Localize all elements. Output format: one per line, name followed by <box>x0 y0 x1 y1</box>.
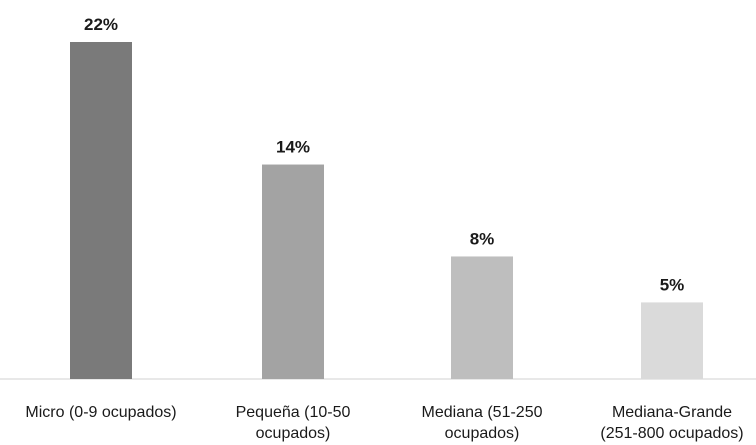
bar-3 <box>451 256 513 379</box>
x-tick-label-3: Mediana (51-250 ocupados) <box>422 404 543 442</box>
value-label-4: 5% <box>660 275 685 294</box>
x-tick-label-4: Mediana-Grande (251-800 ocupados) <box>600 404 743 442</box>
x-tick-label-1: Micro (0-9 ocupados) <box>25 404 176 421</box>
x-tick-labels-group: Micro (0-9 ocupados) Pequeña (10-50 ocupad… <box>25 404 743 442</box>
value-label-3: 8% <box>470 229 495 248</box>
bar-1 <box>70 42 132 379</box>
bar-2 <box>262 164 324 379</box>
x-tick-label-2: Pequeña (10-50 ocupados) <box>236 404 351 442</box>
bar-4 <box>641 302 703 379</box>
value-label-2: 14% <box>276 138 310 157</box>
bars-group <box>70 42 703 379</box>
value-label-1: 22% <box>84 15 118 34</box>
value-labels-group: 22% 14% 8% 5% <box>84 15 684 294</box>
